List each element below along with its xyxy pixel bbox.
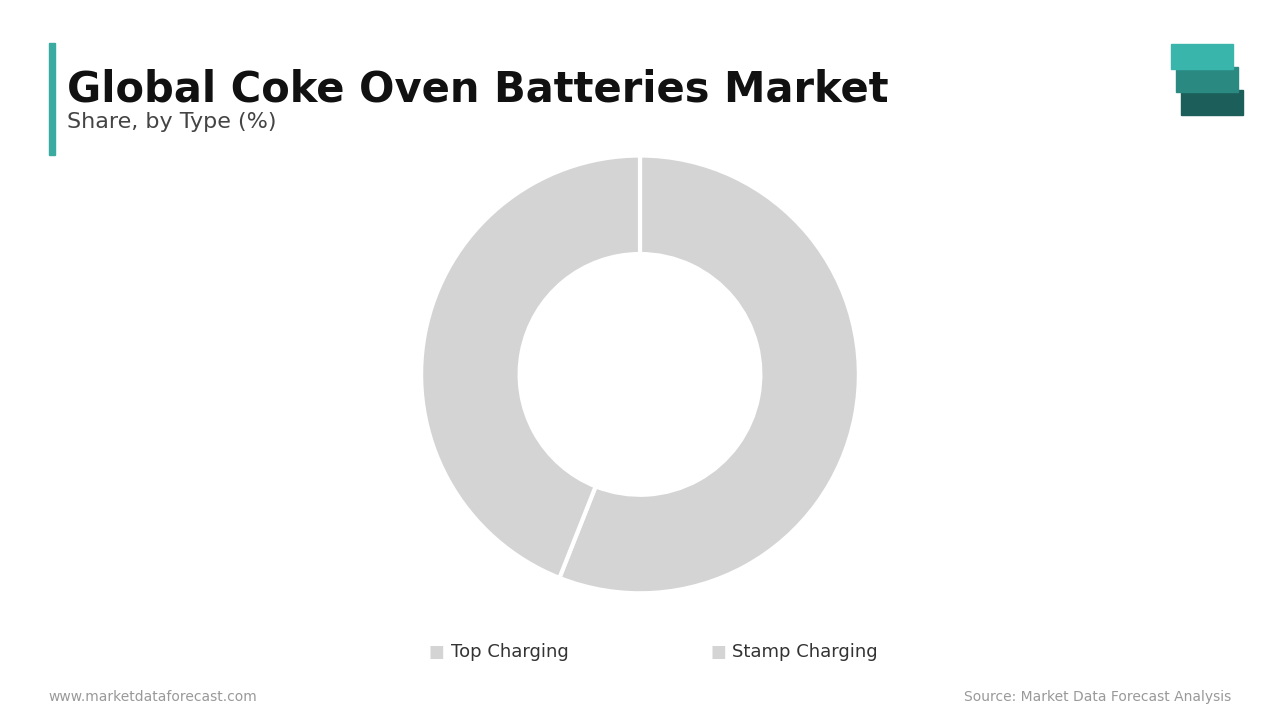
Wedge shape: [421, 156, 640, 578]
Text: Stamp Charging: Stamp Charging: [732, 642, 878, 661]
Text: ■: ■: [710, 642, 726, 661]
Text: Source: Market Data Forecast Analysis: Source: Market Data Forecast Analysis: [964, 690, 1231, 704]
Text: Top Charging: Top Charging: [451, 642, 568, 661]
Text: www.marketdataforecast.com: www.marketdataforecast.com: [49, 690, 257, 704]
Text: ■: ■: [429, 642, 444, 661]
Text: Global Coke Oven Batteries Market: Global Coke Oven Batteries Market: [67, 68, 888, 110]
Text: Share, by Type (%): Share, by Type (%): [67, 112, 276, 132]
Wedge shape: [559, 156, 859, 593]
